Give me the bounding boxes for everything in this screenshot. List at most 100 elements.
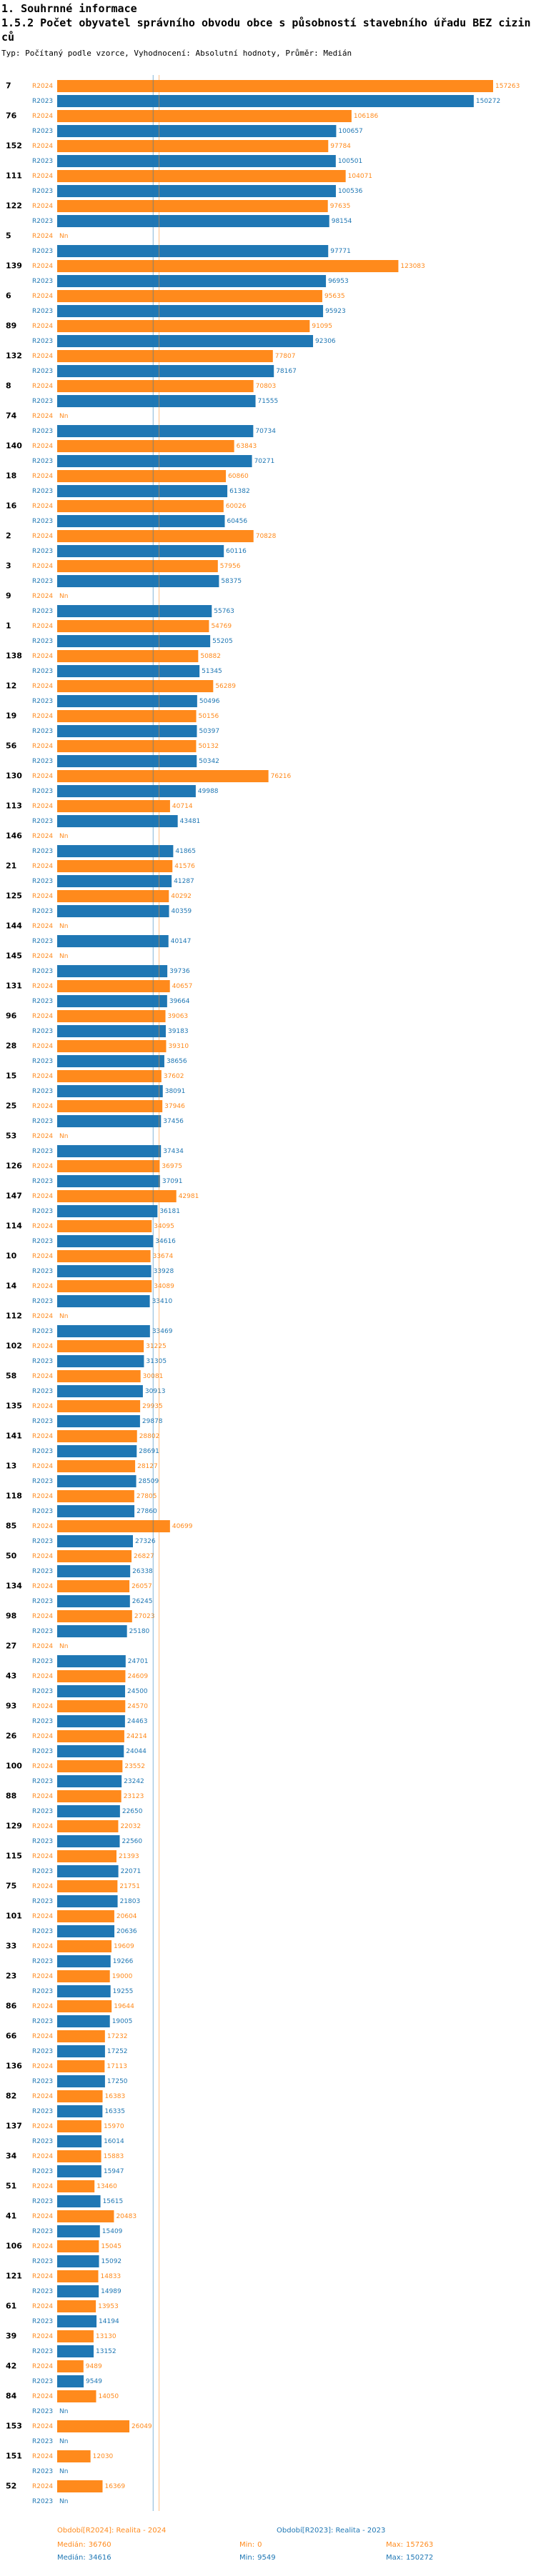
series-label: R2024 bbox=[32, 623, 53, 630]
value-label: 28127 bbox=[137, 1463, 158, 1470]
series-label: R2024 bbox=[32, 1073, 53, 1080]
value-label: 13460 bbox=[96, 2183, 117, 2190]
value-label: 24500 bbox=[127, 1688, 148, 1695]
series-label: R2023 bbox=[32, 758, 53, 765]
bar bbox=[57, 620, 209, 632]
series-label: R2023 bbox=[32, 1418, 53, 1425]
value-label: 24214 bbox=[126, 1733, 147, 1740]
series-label: R2023 bbox=[32, 518, 53, 525]
value-label: 51345 bbox=[202, 668, 222, 675]
value-label: 24463 bbox=[127, 1718, 148, 1725]
bar bbox=[57, 80, 493, 92]
bar bbox=[57, 275, 327, 287]
value-label: 31305 bbox=[146, 1358, 167, 1365]
bar bbox=[57, 1175, 160, 1187]
group-label: 56 bbox=[6, 742, 17, 751]
bar bbox=[57, 665, 200, 677]
group-label: 88 bbox=[6, 1792, 16, 1801]
value-label: 9549 bbox=[86, 2378, 102, 2385]
bar bbox=[57, 1835, 120, 1847]
value-label: 98154 bbox=[332, 218, 352, 225]
bar bbox=[57, 1400, 141, 1412]
value-label: 16335 bbox=[104, 2108, 125, 2115]
group-label: 144 bbox=[6, 922, 22, 931]
value-label: 28691 bbox=[139, 1448, 159, 1455]
series-label: R2024 bbox=[32, 2453, 53, 2460]
series-label: R2023 bbox=[32, 428, 53, 435]
group-label: 52 bbox=[6, 2482, 16, 2491]
value-label: 22032 bbox=[120, 1823, 141, 1830]
value-label: 150272 bbox=[476, 98, 500, 105]
series-label: R2024 bbox=[32, 2483, 53, 2490]
series-label: R2023 bbox=[32, 338, 53, 345]
series-label: R2023 bbox=[32, 2408, 53, 2415]
series-label: R2024 bbox=[32, 2033, 53, 2040]
series-label: R2023 bbox=[32, 2348, 53, 2355]
chart-title: 1.5.2 Počet obyvatel správního obvodu ob… bbox=[1, 16, 531, 44]
bar bbox=[57, 2285, 99, 2297]
group-label: 89 bbox=[6, 321, 16, 331]
value-label: 60026 bbox=[226, 503, 247, 510]
series-label: R2023 bbox=[32, 1058, 53, 1065]
bar bbox=[57, 1940, 112, 1952]
series-label: R2024 bbox=[32, 1493, 53, 1500]
series-label: R2024 bbox=[32, 1343, 53, 1350]
series-label: R2024 bbox=[32, 1943, 53, 1950]
value-label: 27805 bbox=[137, 1493, 157, 1500]
stat-label: Medián: bbox=[57, 2553, 86, 2562]
value-label: 33469 bbox=[152, 1328, 173, 1335]
group-label: 146 bbox=[6, 832, 22, 841]
group-label: 151 bbox=[6, 2452, 22, 2461]
series-label: R2024 bbox=[32, 563, 53, 570]
value-label: 29935 bbox=[142, 1403, 163, 1410]
series-label: R2023 bbox=[32, 1898, 53, 1905]
series-label: R2024 bbox=[32, 2363, 53, 2370]
bar bbox=[57, 635, 211, 647]
group-label: 141 bbox=[6, 1432, 22, 1441]
group-label: 5 bbox=[6, 231, 11, 241]
value-label: 22071 bbox=[121, 1868, 142, 1875]
value-label: 40359 bbox=[172, 908, 192, 915]
bar bbox=[57, 1610, 132, 1622]
missing-label: Nn bbox=[59, 413, 68, 420]
series-label: R2024 bbox=[32, 1043, 53, 1050]
group-label: 111 bbox=[6, 171, 22, 181]
value-label: 17252 bbox=[107, 2048, 128, 2055]
value-label: 34095 bbox=[154, 1223, 174, 1230]
bar bbox=[57, 1235, 154, 1247]
series-label: R2023 bbox=[32, 2288, 53, 2295]
value-label: 37602 bbox=[164, 1073, 184, 1080]
bar bbox=[57, 1415, 140, 1427]
value-label: 50496 bbox=[199, 698, 220, 705]
group-label: 21 bbox=[6, 862, 16, 871]
bar bbox=[57, 1745, 124, 1757]
bar bbox=[57, 515, 225, 527]
value-label: 100657 bbox=[338, 128, 362, 135]
bar bbox=[57, 170, 346, 182]
bar bbox=[57, 500, 224, 512]
series-label: R2024 bbox=[32, 1643, 53, 1650]
series-label: R2024 bbox=[32, 593, 53, 600]
bar bbox=[57, 1370, 141, 1382]
group-label: 130 bbox=[6, 772, 22, 781]
group-label: 1 bbox=[6, 621, 11, 631]
bar bbox=[57, 425, 254, 437]
series-label: R2023 bbox=[32, 2498, 53, 2505]
value-label: 100501 bbox=[338, 158, 362, 165]
bar bbox=[57, 1085, 163, 1097]
bar bbox=[57, 1850, 116, 1862]
bar bbox=[57, 1880, 118, 1892]
value-label: 157263 bbox=[495, 83, 520, 90]
bar bbox=[57, 680, 214, 692]
series-label: R2023 bbox=[32, 308, 53, 315]
series-label: R2023 bbox=[32, 878, 53, 885]
group-label: 134 bbox=[6, 1582, 22, 1591]
series-label: R2024 bbox=[32, 1973, 53, 1980]
bar bbox=[57, 860, 173, 872]
group-label: 137 bbox=[6, 2122, 22, 2131]
value-label: 97771 bbox=[330, 248, 351, 255]
group-label: 138 bbox=[6, 652, 22, 661]
stat-value: 9549 bbox=[257, 2554, 275, 2562]
value-label: 24609 bbox=[127, 1673, 148, 1680]
bar bbox=[57, 1115, 162, 1127]
